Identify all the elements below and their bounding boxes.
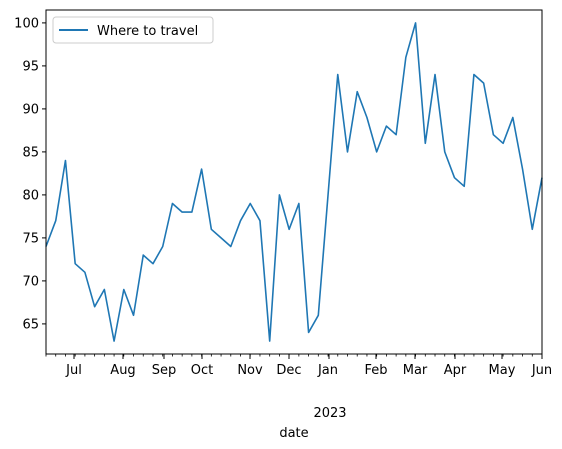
x-tick-label: Mar: [403, 363, 428, 378]
legend-series-label: Where to travel: [97, 24, 198, 39]
x-tick-label: Jul: [65, 363, 82, 378]
x-tick-label: Apr: [444, 363, 467, 378]
y-tick-label: 80: [22, 188, 39, 203]
y-tick-label: 85: [22, 145, 39, 160]
y-tick-label: 75: [22, 231, 39, 246]
x-tick-label: Aug: [110, 363, 135, 378]
x-tick-label: Dec: [276, 363, 301, 378]
y-tick-label: 90: [22, 102, 39, 117]
y-tick-label: 95: [22, 59, 39, 74]
x-tick-label: Jan: [317, 363, 338, 378]
y-tick-label: 65: [22, 317, 39, 332]
x-tick-label: Feb: [364, 363, 387, 378]
x-tick-label: Oct: [191, 363, 213, 378]
x-axis-label: date: [279, 426, 308, 441]
plot-frame: [45, 9, 543, 355]
x-tick-label: Sep: [152, 363, 177, 378]
series-line: [45, 22, 543, 342]
legend: Where to travel: [52, 16, 214, 44]
plot-area: [46, 10, 542, 354]
x-tick-label: Jun: [531, 363, 552, 378]
y-tick-label: 70: [22, 274, 39, 289]
x-year-label: 2023: [313, 406, 346, 421]
y-tick-label: 100: [14, 16, 39, 31]
series-layer: [45, 22, 543, 342]
y-axis: 65 70 75 80 85 90 95 100: [14, 16, 46, 332]
x-axis: Jul Aug Sep Oct Nov Dec Jan Feb Mar Apr May Jun: [45, 354, 552, 378]
x-tick-label: May: [489, 363, 516, 378]
x-tick-label: Nov: [237, 363, 263, 378]
legend-box: [52, 16, 214, 44]
